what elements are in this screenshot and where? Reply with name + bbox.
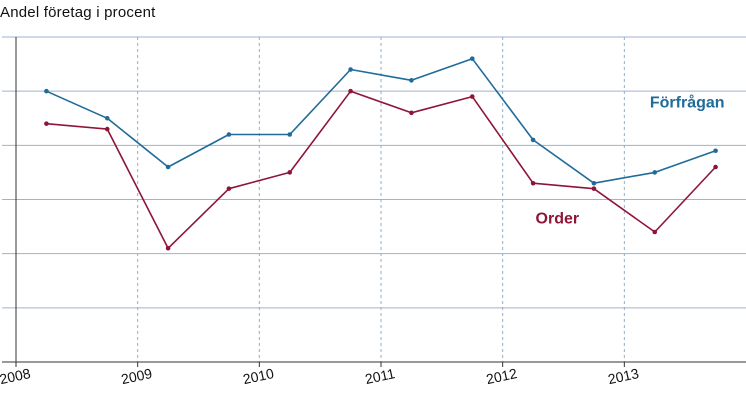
series-layer (44, 56, 718, 251)
data-point-f-rfr-gan (530, 137, 536, 143)
data-point-order (165, 245, 171, 251)
data-point-f-rfr-gan (591, 180, 597, 186)
data-point-f-rfr-gan (469, 56, 475, 61)
data-point-f-rfr-gan (652, 170, 658, 175)
data-point-f-rfr-gan (287, 132, 293, 137)
chart-title: Andel företag i procent (0, 4, 156, 21)
data-point-f-rfr-gan (348, 67, 353, 72)
axes (2, 37, 746, 367)
labels: 2008 2009 2010 2011 2012 2013 Förfrågan Order (0, 93, 725, 387)
data-point-f-rfr-gan (226, 132, 232, 137)
data-point-order (226, 186, 232, 191)
data-point-f-rfr-gan (165, 164, 171, 170)
series-label: Förfrågan (650, 93, 725, 111)
data-point-f-rfr-gan (44, 88, 49, 94)
data-point-order (591, 186, 597, 191)
x-tick-label: 2009 (120, 365, 154, 387)
data-point-order (713, 164, 718, 170)
data-point-f-rfr-gan (409, 78, 414, 83)
data-point-order (44, 121, 49, 126)
x-tick-label: 2010 (241, 365, 275, 387)
data-point-order (652, 229, 658, 235)
data-point-order (409, 110, 414, 116)
data-point-order (287, 170, 293, 175)
series-line-order (46, 90, 717, 250)
x-tick-label: 2013 (606, 365, 640, 387)
grid (2, 36, 746, 362)
x-tick-label: 2008 (0, 365, 32, 387)
data-point-f-rfr-gan (713, 148, 718, 154)
x-tick-label: 2011 (364, 365, 397, 387)
data-point-order (530, 180, 536, 186)
series-label: Order (536, 210, 580, 227)
data-point-order (104, 126, 110, 132)
data-point-order (469, 94, 475, 99)
x-tick-label: 2012 (485, 365, 519, 387)
data-point-order (348, 88, 353, 94)
data-point-f-rfr-gan (104, 115, 110, 121)
series-line-f-rfr-gan (46, 57, 716, 184)
